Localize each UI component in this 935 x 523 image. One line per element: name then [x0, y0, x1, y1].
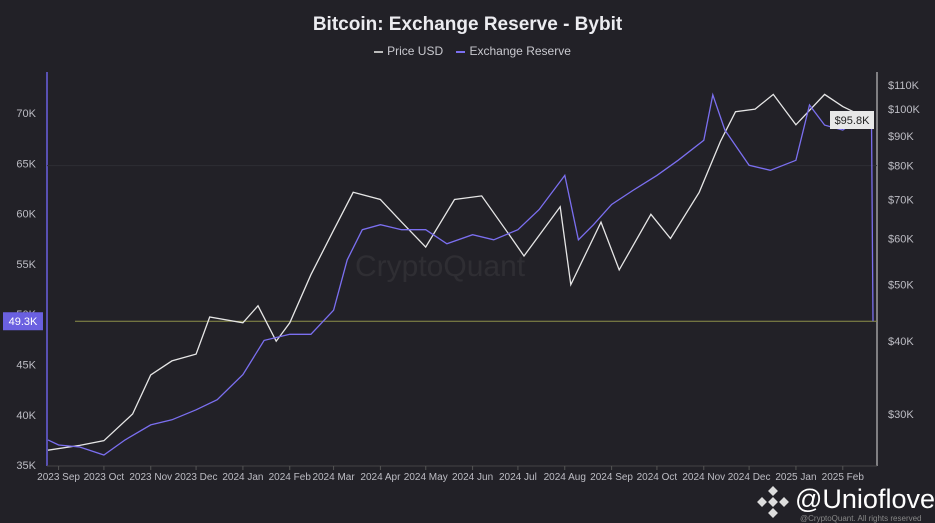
left-tick-label: 45K	[16, 360, 36, 372]
x-tick-label: 2024 Oct	[637, 472, 678, 483]
right-tick-label: $110K	[888, 80, 920, 92]
left-tick-label: 65K	[16, 158, 36, 170]
logo-diamond	[768, 508, 778, 518]
legend-reserve[interactable]: Exchange Reserve	[469, 44, 571, 58]
x-tick-label: 2025 Jan	[775, 472, 816, 483]
current-price-label: $95.8K	[835, 115, 871, 127]
legend: Price USD Exchange Reserve	[0, 44, 935, 58]
current-reserve-label: 49.3K	[9, 316, 38, 328]
x-tick-label: 2024 Feb	[269, 472, 312, 483]
legend-swatch-reserve	[456, 50, 466, 53]
logo-diamond	[779, 497, 789, 507]
x-tick-label: 2025 Feb	[822, 472, 865, 483]
series-line-price-usd	[47, 93, 874, 451]
right-tick-label: $90K	[888, 131, 914, 143]
current-price-badge	[830, 110, 874, 129]
x-tick-label: 2024 Apr	[360, 472, 401, 483]
right-tick-label: $70K	[888, 194, 914, 206]
x-tick-label: 2024 Aug	[544, 472, 586, 483]
left-tick-label: 40K	[16, 410, 36, 422]
x-tick-label: 2024 Dec	[728, 472, 771, 483]
x-tick-label: 2023 Dec	[175, 472, 218, 483]
left-tick-label: 70K	[16, 108, 36, 120]
left-tick-label: 35K	[16, 460, 36, 472]
credit-text: @Unioflove	[795, 484, 935, 514]
x-tick-label: 2024 Mar	[312, 472, 355, 483]
x-tick-label: 2023 Oct	[84, 472, 125, 483]
right-tick-label: $100K	[888, 104, 920, 116]
rights-text: @CryptoQuant. All rights reserved	[800, 514, 922, 523]
logo-diamond	[768, 486, 778, 496]
current-reserve-badge	[3, 312, 43, 331]
logo-diamond	[757, 497, 767, 507]
right-tick-label: $50K	[888, 280, 914, 292]
right-tick-label: $60K	[888, 233, 914, 245]
x-tick-label: 2024 Jan	[222, 472, 263, 483]
watermark: CryptoQuant	[355, 250, 526, 283]
legend-price[interactable]: Price USD	[387, 44, 444, 58]
x-tick-label: 2024 Jun	[452, 472, 493, 483]
binance-logo-icon	[757, 486, 789, 518]
x-tick-label: 2024 Nov	[682, 472, 725, 483]
x-tick-label: 2024 Jul	[499, 472, 537, 483]
x-tick-label: 2023 Nov	[129, 472, 172, 483]
x-tick-label: 2024 May	[404, 472, 448, 483]
left-tick-label: 60K	[16, 209, 36, 221]
right-tick-label: $80K	[888, 161, 914, 173]
chart-title: Bitcoin: Exchange Reserve - Bybit	[312, 14, 623, 35]
right-tick-label: $30K	[888, 409, 914, 421]
x-tick-label: 2024 Sep	[590, 472, 633, 483]
right-tick-label: $40K	[888, 336, 914, 348]
left-tick-label: 55K	[16, 259, 36, 271]
legend-swatch-price	[374, 50, 384, 53]
x-tick-label: 2023 Sep	[37, 472, 80, 483]
logo-diamond	[768, 497, 778, 507]
series-line-exchange-reserve	[47, 92, 874, 456]
